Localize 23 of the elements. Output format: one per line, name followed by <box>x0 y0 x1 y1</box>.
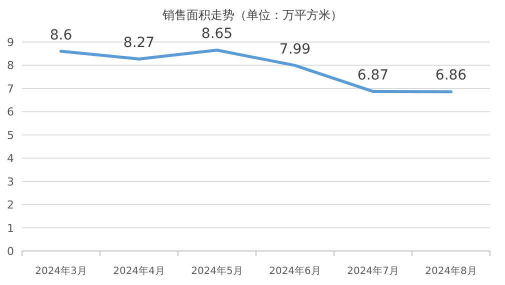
data-label: 6.86 <box>435 68 467 84</box>
data-label: 8.6 <box>50 27 72 44</box>
chart-title: 销售面积走势（单位：万平方米） <box>162 8 342 22</box>
y-tick-label: 4 <box>7 152 14 166</box>
y-tick-label: 0 <box>7 245 14 258</box>
y-tick-label: 1 <box>7 222 14 235</box>
y-tick-label: 9 <box>7 36 14 49</box>
x-tick-label: 2024年7月 <box>347 265 399 277</box>
data-label: 8.65 <box>201 26 233 42</box>
y-tick-label: 2 <box>7 198 14 212</box>
y-tick-label: 5 <box>7 128 14 142</box>
data-label: 7.99 <box>279 41 311 58</box>
y-tick-label: 6 <box>7 106 14 119</box>
x-tick-label: 2024年3月 <box>35 265 87 277</box>
x-tick-label: 2024年4月 <box>113 265 165 277</box>
x-tick-label: 2024年6月 <box>269 265 321 277</box>
y-tick-label: 8 <box>7 59 14 72</box>
y-tick-label: 3 <box>7 175 14 188</box>
x-tick-label: 2024年5月 <box>191 265 243 277</box>
data-label: 6.87 <box>357 67 389 84</box>
y-tick-label: 7 <box>7 82 14 96</box>
x-tick-label: 2024年8月 <box>425 265 477 277</box>
data-label: 8.27 <box>123 34 155 51</box>
